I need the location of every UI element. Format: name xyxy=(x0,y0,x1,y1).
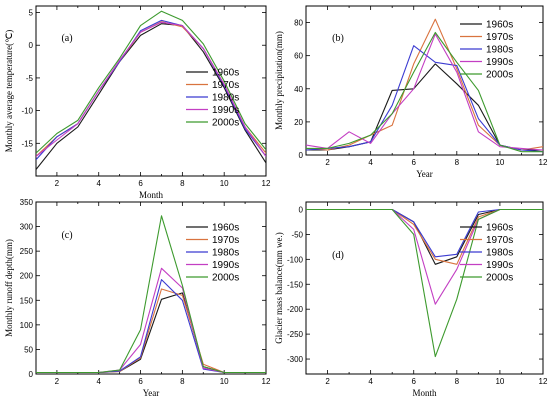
y-axis-label: Monthly runoff depth(mm) xyxy=(4,239,14,337)
x-tick-label: 4 xyxy=(368,377,373,386)
x-tick-label: 8 xyxy=(180,377,185,386)
y-tick-label: -5 xyxy=(26,74,34,83)
chart-panel-4: 2 4 6 8 10 12 0 -50 -100 -150 -200 -250 -300 Month Gla… xyxy=(274,201,548,398)
y-tick-label: -250 xyxy=(287,330,304,339)
series-line-1990s xyxy=(36,21,266,157)
y-tick-label: 0 xyxy=(29,370,34,379)
legend-label-1960s: 1960s xyxy=(212,68,239,79)
y-tick-label: 0 xyxy=(29,41,34,50)
legend-label-1970s: 1970s xyxy=(212,235,239,246)
legend-label-1960s: 1960s xyxy=(486,223,513,234)
legend-label-1990s: 1990s xyxy=(486,57,513,68)
y-tick-label: 40 xyxy=(294,85,303,94)
panel-label: (d) xyxy=(332,250,344,261)
y-tick-label: -200 xyxy=(287,305,304,314)
x-axis-label: Year xyxy=(416,169,433,179)
y-tick-label: 80 xyxy=(294,19,303,28)
y-tick-label: 0 xyxy=(299,205,304,214)
series-line-2000s xyxy=(306,208,543,358)
x-tick-label: 4 xyxy=(97,179,102,188)
panel-label: (a) xyxy=(61,33,72,44)
x-tick-label: 8 xyxy=(455,377,460,386)
series-line-2000s xyxy=(36,10,266,154)
legend-label-1990s: 1990s xyxy=(486,260,513,271)
legend-label-1970s: 1970s xyxy=(486,32,513,43)
x-tick-label: 12 xyxy=(539,158,548,167)
x-tick-label: 2 xyxy=(325,158,330,167)
legend-label-1970s: 1970s xyxy=(212,80,239,91)
y-tick-label: 60 xyxy=(294,52,303,61)
x-tick-label: 6 xyxy=(138,377,143,386)
y-tick-label: -15 xyxy=(21,139,33,148)
x-tick-label: 2 xyxy=(55,377,60,386)
legend-label-1980s: 1980s xyxy=(486,248,513,259)
x-tick-label: 6 xyxy=(412,158,417,167)
x-axis-label: Month xyxy=(139,190,164,200)
legend-label-2000s: 2000s xyxy=(486,70,513,81)
legend-label-1990s: 1990s xyxy=(212,260,239,271)
x-tick-label: 12 xyxy=(539,377,548,386)
y-tick-label: 300 xyxy=(20,223,34,232)
legend-label-2000s: 2000s xyxy=(212,118,239,129)
plot-frame xyxy=(35,201,267,375)
y-tick-label: -10 xyxy=(21,107,33,116)
legend-label-1980s: 1980s xyxy=(486,45,513,56)
chart-panel-2: 2 4 6 8 10 12 0 20 40 60 80 Year Monthly precipitati… xyxy=(274,5,548,179)
y-tick-label: -300 xyxy=(287,355,304,364)
x-axis-label: Year xyxy=(143,388,160,398)
y-tick-label: 250 xyxy=(20,247,34,256)
x-tick-label: 4 xyxy=(97,377,102,386)
y-axis-label: Monthly precipitation(mm) xyxy=(274,31,284,130)
legend-label-1980s: 1980s xyxy=(212,248,239,259)
x-axis-label: Month xyxy=(412,388,437,398)
panel-label: (c) xyxy=(61,230,72,241)
y-tick-label: 100 xyxy=(20,321,34,330)
y-tick-label: -150 xyxy=(287,280,304,289)
x-tick-label: 4 xyxy=(368,158,373,167)
series-line-1980s xyxy=(36,279,266,374)
chart-panel-1: 2 4 6 8 10 12 5 0 -5 -10 -15 Month Monthly average t… xyxy=(4,5,271,200)
legend-label-1960s: 1960s xyxy=(212,223,239,234)
y-tick-label: 20 xyxy=(294,118,303,127)
legend-label-1980s: 1980s xyxy=(212,93,239,104)
x-tick-label: 2 xyxy=(55,179,60,188)
y-tick-label: 150 xyxy=(20,296,34,305)
y-tick-label: 350 xyxy=(20,198,34,207)
x-tick-label: 2 xyxy=(325,377,330,386)
x-tick-label: 10 xyxy=(220,377,229,386)
plot-frame xyxy=(305,201,544,375)
x-tick-label: 8 xyxy=(455,158,460,167)
x-tick-label: 10 xyxy=(495,158,504,167)
plot-frame xyxy=(305,5,544,156)
x-tick-label: 6 xyxy=(138,179,143,188)
legend-label-1970s: 1970s xyxy=(486,235,513,246)
legend-label-1960s: 1960s xyxy=(486,20,513,31)
legend-label-2000s: 2000s xyxy=(486,273,513,284)
series-line-1990s xyxy=(36,267,266,374)
series-line-1960s xyxy=(36,23,266,170)
panel-label: (b) xyxy=(332,33,344,44)
y-tick-label: 200 xyxy=(20,272,34,281)
legend-label-1990s: 1990s xyxy=(212,105,239,116)
series-line-2000s xyxy=(306,31,543,153)
x-tick-label: 12 xyxy=(262,377,271,386)
y-tick-label: 50 xyxy=(24,345,33,354)
plot-frame xyxy=(35,5,267,177)
chart-panel-3: 2 4 6 8 10 12 0 50 100 150 200 250 300 350 Year Monthly… xyxy=(4,198,271,398)
series-line-1990s xyxy=(306,33,543,151)
y-axis-label: Glacier mass balance(mm we.) xyxy=(274,232,284,343)
x-tick-label: 6 xyxy=(412,377,417,386)
y-tick-label: 5 xyxy=(29,9,34,18)
x-tick-label: 10 xyxy=(220,179,229,188)
y-axis-label: Monthly average temperature(℃) xyxy=(4,30,14,153)
y-tick-label: -100 xyxy=(287,255,304,264)
legend-label-2000s: 2000s xyxy=(212,273,239,284)
y-tick-label: 0 xyxy=(299,151,304,160)
x-tick-label: 8 xyxy=(180,179,185,188)
y-tick-label: -50 xyxy=(291,230,303,239)
x-tick-label: 10 xyxy=(495,377,504,386)
series-line-2000s xyxy=(36,215,266,374)
x-tick-label: 12 xyxy=(262,179,271,188)
